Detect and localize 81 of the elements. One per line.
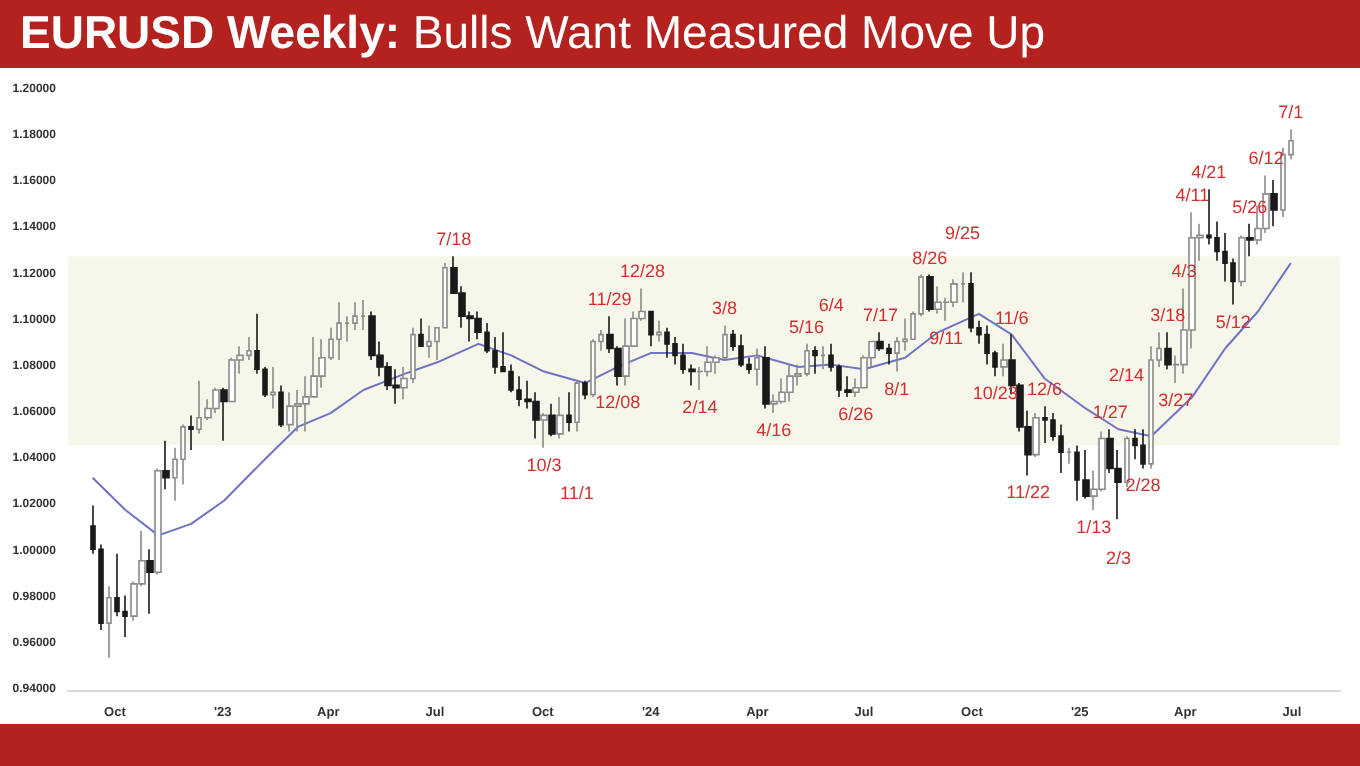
candlestick — [162, 439, 170, 491]
annotation: 9/11 — [929, 327, 963, 348]
annotation: 5/12 — [1215, 311, 1251, 332]
candlestick — [1164, 331, 1172, 371]
candlestick — [812, 345, 818, 375]
candlestick — [582, 379, 588, 401]
candlestick — [664, 326, 670, 359]
annotation: 12/28 — [619, 261, 665, 282]
candlestick — [392, 368, 400, 405]
candlestick — [1246, 223, 1254, 257]
candlestick — [336, 301, 342, 361]
annotation: 4/21 — [1191, 162, 1227, 183]
candlestick — [212, 386, 220, 414]
candlestick — [556, 396, 564, 440]
candlestick — [540, 412, 548, 449]
annotation: 3/18 — [1150, 305, 1186, 326]
candlestick — [1000, 343, 1008, 377]
annotation: 9/25 — [944, 223, 981, 244]
candlestick — [1238, 234, 1246, 287]
candlestick — [672, 336, 678, 366]
candlestick — [574, 379, 580, 433]
candlestick — [1082, 449, 1090, 500]
annotation: 5/16 — [789, 316, 825, 337]
candlestick — [738, 333, 744, 368]
candlestick — [106, 585, 112, 659]
annotation: 11/22 — [1006, 482, 1051, 503]
candlestick — [418, 317, 424, 347]
candlestick — [786, 363, 794, 403]
annotation: 6/26 — [838, 403, 874, 424]
candlestick — [146, 548, 154, 615]
candlestick — [1132, 428, 1138, 461]
annotation: 7/17 — [862, 305, 898, 326]
candlestick — [154, 467, 162, 576]
candlestick — [1042, 405, 1048, 444]
annotation: 5/26 — [1232, 196, 1268, 217]
annotation: 3/8 — [712, 298, 738, 319]
annotation: 12/08 — [595, 392, 641, 413]
candlestick — [590, 338, 596, 398]
candlestick — [820, 345, 826, 371]
annotation: 2/3 — [1105, 548, 1131, 569]
candlestick — [188, 414, 194, 451]
candlestick — [934, 285, 942, 315]
annotation: 6/4 — [818, 294, 844, 315]
annotation: 2/28 — [1125, 475, 1161, 496]
annotation: 4/3 — [1171, 261, 1197, 282]
candlestick — [1140, 428, 1146, 470]
annotation: 7/1 — [1278, 102, 1304, 123]
candlestick — [926, 273, 934, 313]
candlestick — [360, 299, 366, 331]
candlestick — [648, 310, 654, 347]
annotation: 6/12 — [1248, 148, 1284, 169]
candlestick — [426, 324, 432, 359]
annotation: 8/26 — [912, 247, 948, 268]
candlestick — [1032, 412, 1040, 458]
annotation: 7/18 — [436, 229, 472, 250]
annotation: 2/14 — [1109, 365, 1145, 386]
line-series — [91, 262, 1292, 537]
annotation: 1/27 — [1092, 402, 1128, 423]
candlestick — [278, 384, 284, 428]
annotation: 2/14 — [682, 397, 718, 417]
candlestick — [622, 317, 630, 387]
candlestick — [286, 391, 294, 433]
candlestick — [762, 345, 770, 410]
candlestick — [548, 403, 556, 437]
candlestick — [754, 347, 760, 387]
candlestick — [566, 391, 572, 433]
annotation: 1/13 — [1076, 517, 1112, 537]
annotation: 11/1 — [559, 482, 594, 503]
candlestick — [1066, 446, 1072, 465]
annotation: 12/6 — [1027, 379, 1063, 400]
annotation: 11/29 — [587, 289, 632, 310]
candlestick — [270, 366, 276, 410]
annotation: 10/3 — [526, 454, 562, 475]
candlestick — [1270, 179, 1278, 227]
annotation: 4/16 — [756, 420, 792, 441]
candlestick — [1124, 435, 1130, 488]
chart-title: EURUSD Weekly: Bulls Want Measured Move Up — [20, 6, 1046, 58]
candlestick — [656, 319, 662, 343]
candlestick — [220, 386, 228, 442]
annotation: 8/1 — [884, 378, 910, 399]
annotation: 11/6 — [994, 307, 1029, 328]
